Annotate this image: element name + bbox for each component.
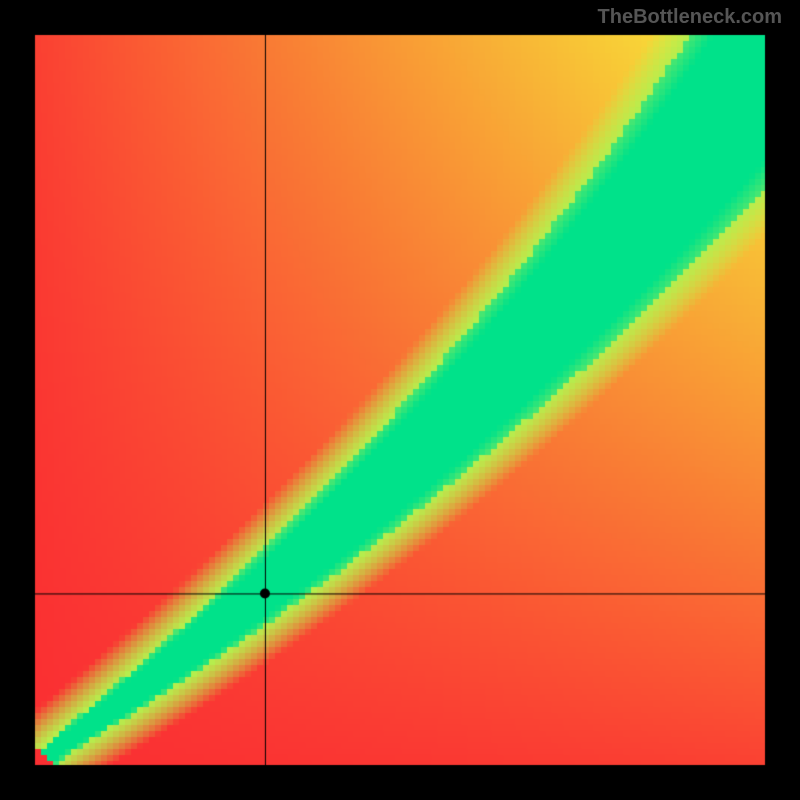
heatmap-canvas [0, 0, 800, 800]
watermark-text: TheBottleneck.com [598, 6, 782, 29]
chart-container: TheBottleneck.com [0, 0, 800, 800]
